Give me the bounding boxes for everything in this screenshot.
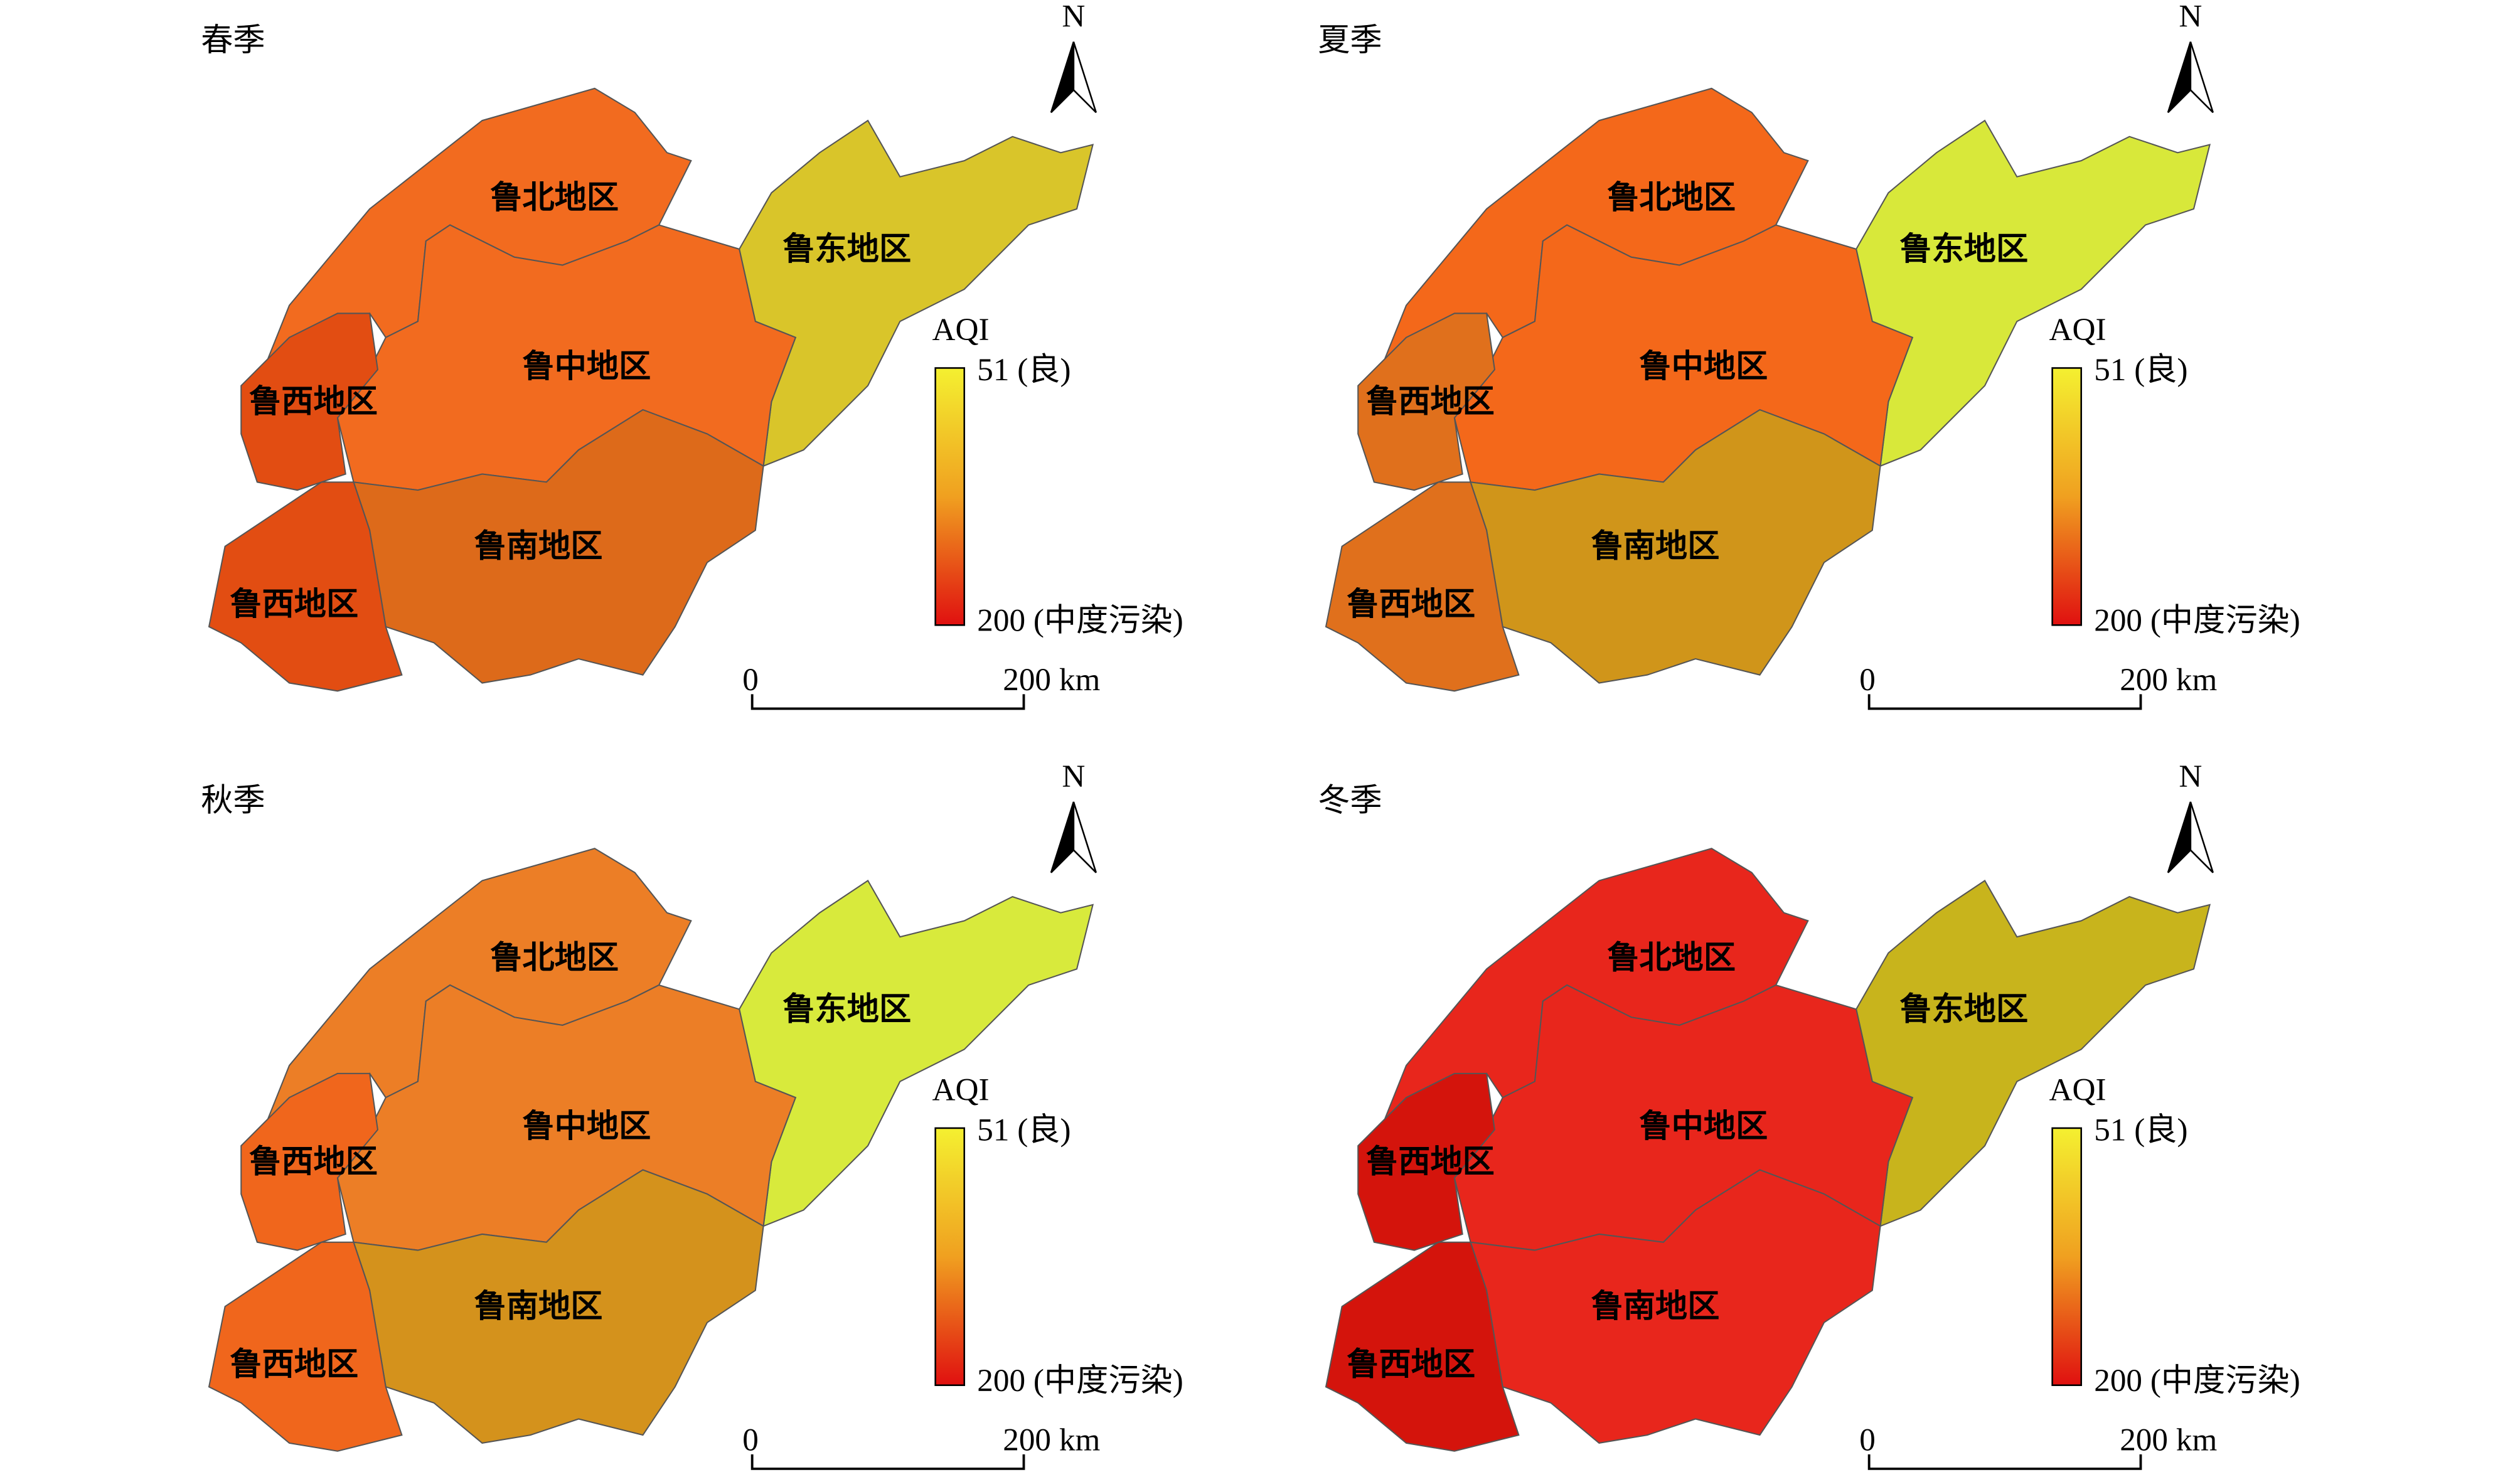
region-label: 鲁北地区 bbox=[1607, 940, 1736, 976]
region bbox=[1325, 1241, 1520, 1452]
legend-bottom-label: 200 (中度污染) bbox=[977, 602, 1183, 638]
north-arrow-right bbox=[1072, 41, 1097, 114]
north-arrow-left bbox=[1050, 41, 1075, 114]
panel-title: 冬季 bbox=[1318, 782, 1382, 818]
region-label: 鲁西地区 bbox=[249, 384, 378, 420]
region-label: 鲁西地区 bbox=[230, 1347, 358, 1382]
region-label: 鲁南地区 bbox=[474, 1289, 603, 1325]
legend-bar bbox=[2051, 1127, 2083, 1386]
north-label: N bbox=[2179, 759, 2202, 794]
region bbox=[739, 880, 1094, 1227]
north-label: N bbox=[1062, 759, 1085, 794]
region-label: 鲁东地区 bbox=[782, 232, 911, 267]
region bbox=[1470, 408, 1881, 684]
north-arrow-right bbox=[2189, 41, 2214, 114]
region-label: 鲁西地区 bbox=[249, 1144, 378, 1180]
legend-bottom-label: 200 (中度污染) bbox=[2094, 602, 2300, 638]
region bbox=[353, 1169, 764, 1444]
legend-title: AQI bbox=[2049, 312, 2106, 348]
scale-bar bbox=[750, 1454, 1025, 1470]
region bbox=[1855, 119, 2211, 467]
region bbox=[1357, 1072, 1496, 1251]
scale-start: 0 bbox=[742, 1422, 759, 1458]
region bbox=[208, 481, 403, 692]
region bbox=[240, 1072, 379, 1251]
panel-title: 春季 bbox=[201, 23, 265, 58]
scale-end: 200 km bbox=[1003, 662, 1100, 698]
legend-title: AQI bbox=[2049, 1072, 2106, 1107]
legend-top-label: 51 (良) bbox=[2094, 352, 2187, 388]
region-label: 鲁北地区 bbox=[490, 180, 619, 216]
north-arrow-right bbox=[1072, 801, 1097, 873]
region-label: 鲁南地区 bbox=[1591, 1289, 1720, 1325]
region-label: 鲁南地区 bbox=[474, 529, 603, 565]
region-label: 鲁西地区 bbox=[1366, 1144, 1495, 1180]
legend-top-label: 51 (良) bbox=[977, 352, 1070, 388]
region-label: 鲁东地区 bbox=[1899, 232, 2028, 267]
north-label: N bbox=[1062, 0, 1085, 34]
scale-start: 0 bbox=[1859, 662, 1876, 698]
legend-top-label: 51 (良) bbox=[977, 1112, 1070, 1148]
region bbox=[1855, 880, 2211, 1227]
scale-end: 200 km bbox=[1003, 1422, 1100, 1458]
region-label: 鲁中地区 bbox=[522, 1109, 651, 1144]
north-arrow-left bbox=[2167, 801, 2192, 873]
region-label: 鲁南地区 bbox=[1591, 529, 1720, 565]
panel-title: 秋季 bbox=[201, 782, 265, 818]
region bbox=[1470, 1169, 1881, 1444]
region-label: 鲁西地区 bbox=[1347, 587, 1475, 622]
legend-bottom-label: 200 (中度污染) bbox=[2094, 1363, 2300, 1399]
north-arrow-left bbox=[2167, 41, 2192, 114]
legend-bottom-label: 200 (中度污染) bbox=[977, 1363, 1183, 1399]
region bbox=[353, 408, 764, 684]
region-label: 鲁中地区 bbox=[1639, 1109, 1768, 1144]
region-label: 鲁中地区 bbox=[522, 349, 651, 385]
region-label: 鲁西地区 bbox=[1347, 1347, 1475, 1382]
region-label: 鲁东地区 bbox=[782, 991, 911, 1027]
region bbox=[739, 119, 1094, 467]
region bbox=[240, 312, 379, 491]
region bbox=[1357, 312, 1496, 491]
scale-end: 200 km bbox=[2120, 1422, 2217, 1458]
scale-end: 200 km bbox=[2120, 662, 2217, 698]
region-label: 鲁北地区 bbox=[1607, 180, 1736, 216]
scale-start: 0 bbox=[1859, 1422, 1876, 1458]
region bbox=[208, 1241, 403, 1452]
region-label: 鲁东地区 bbox=[1899, 991, 2028, 1027]
region-label: 鲁中地区 bbox=[1639, 349, 1768, 385]
legend-top-label: 51 (良) bbox=[2094, 1112, 2187, 1148]
legend-title: AQI bbox=[932, 1072, 990, 1107]
scale-bar bbox=[1867, 694, 2142, 710]
region-label: 鲁西地区 bbox=[1366, 384, 1495, 420]
legend-bar bbox=[934, 1127, 966, 1386]
region-label: 鲁北地区 bbox=[490, 940, 619, 976]
scale-bar bbox=[750, 694, 1025, 710]
panel-title: 夏季 bbox=[1318, 23, 1382, 58]
scale-start: 0 bbox=[742, 662, 759, 698]
legend-title: AQI bbox=[932, 312, 990, 348]
scale-bar bbox=[1867, 1454, 2142, 1470]
north-arrow-left bbox=[1050, 801, 1075, 873]
region-label: 鲁西地区 bbox=[230, 587, 358, 622]
north-label: N bbox=[2179, 0, 2202, 34]
legend-bar bbox=[934, 367, 966, 626]
north-arrow-right bbox=[2189, 801, 2214, 873]
region bbox=[1325, 481, 1520, 692]
legend-bar bbox=[2051, 367, 2083, 626]
